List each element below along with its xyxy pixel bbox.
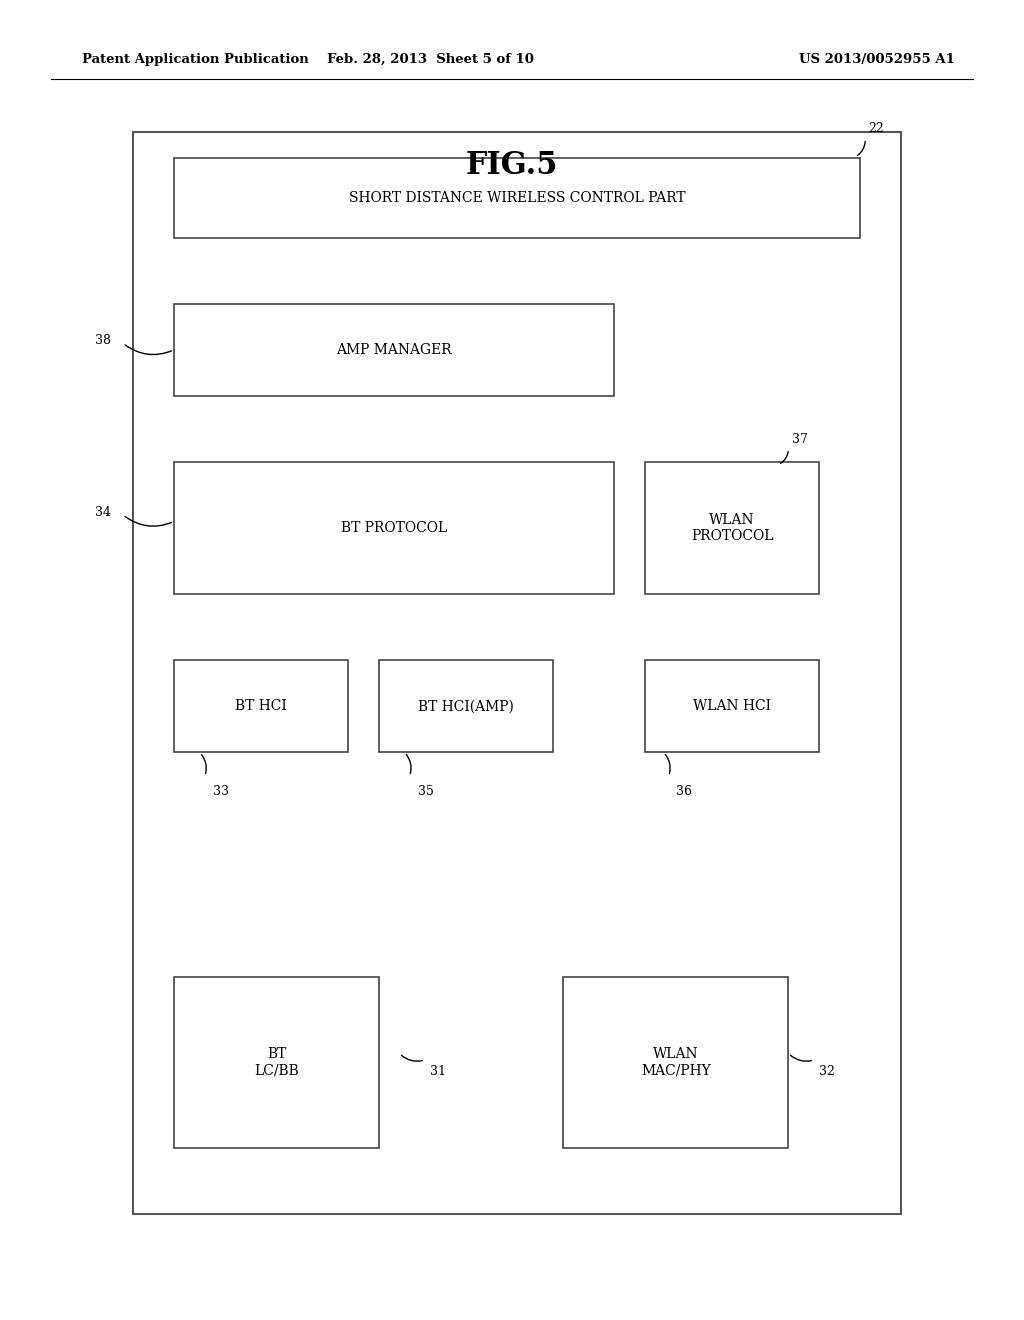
- FancyBboxPatch shape: [379, 660, 553, 752]
- Text: WLAN
MAC/PHY: WLAN MAC/PHY: [641, 1048, 711, 1077]
- Text: WLAN HCI: WLAN HCI: [693, 700, 771, 713]
- Text: BT HCI(AMP): BT HCI(AMP): [418, 700, 514, 713]
- FancyBboxPatch shape: [174, 158, 860, 238]
- Text: US 2013/0052955 A1: US 2013/0052955 A1: [799, 53, 954, 66]
- Text: BT HCI: BT HCI: [236, 700, 287, 713]
- Text: SHORT DISTANCE WIRELESS CONTROL PART: SHORT DISTANCE WIRELESS CONTROL PART: [349, 191, 685, 205]
- FancyBboxPatch shape: [174, 462, 614, 594]
- FancyBboxPatch shape: [645, 462, 819, 594]
- FancyBboxPatch shape: [174, 660, 348, 752]
- Text: 31: 31: [430, 1065, 446, 1078]
- FancyBboxPatch shape: [645, 660, 819, 752]
- Text: 37: 37: [792, 433, 808, 446]
- Text: 22: 22: [868, 121, 884, 135]
- Text: 35: 35: [418, 785, 434, 799]
- Text: BT PROTOCOL: BT PROTOCOL: [341, 521, 447, 535]
- FancyBboxPatch shape: [133, 132, 901, 1214]
- Text: WLAN
PROTOCOL: WLAN PROTOCOL: [691, 513, 773, 543]
- Text: Patent Application Publication: Patent Application Publication: [82, 53, 308, 66]
- FancyBboxPatch shape: [174, 304, 614, 396]
- Text: 36: 36: [676, 785, 692, 799]
- FancyBboxPatch shape: [174, 977, 379, 1148]
- Text: 33: 33: [213, 785, 229, 799]
- Text: 38: 38: [94, 334, 111, 347]
- Text: FIG.5: FIG.5: [466, 149, 558, 181]
- Text: 32: 32: [819, 1065, 836, 1078]
- Text: Feb. 28, 2013  Sheet 5 of 10: Feb. 28, 2013 Sheet 5 of 10: [327, 53, 534, 66]
- Text: 34: 34: [94, 506, 111, 519]
- Text: AMP MANAGER: AMP MANAGER: [337, 343, 452, 356]
- FancyBboxPatch shape: [563, 977, 788, 1148]
- Text: BT
LC/BB: BT LC/BB: [254, 1048, 299, 1077]
